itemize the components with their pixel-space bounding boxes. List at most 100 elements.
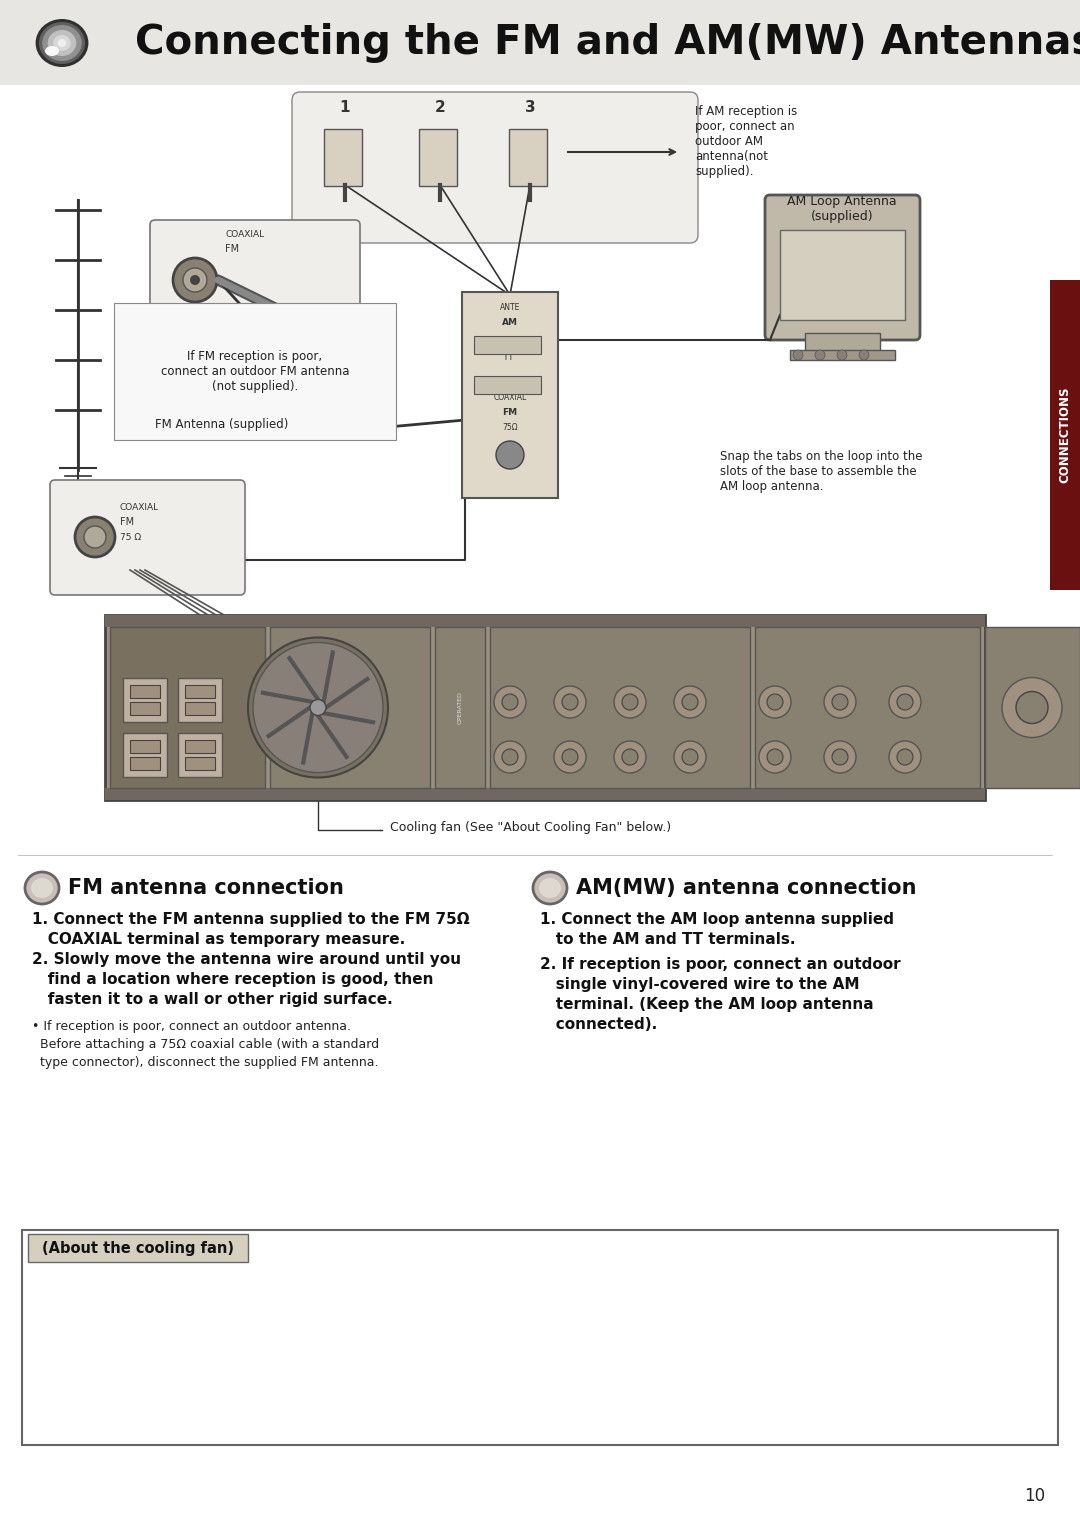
FancyBboxPatch shape bbox=[185, 686, 215, 698]
Text: type connector), disconnect the supplied FM antenna.: type connector), disconnect the supplied… bbox=[32, 1055, 378, 1069]
FancyBboxPatch shape bbox=[324, 129, 362, 186]
Text: If FM reception is poor,
connect an outdoor FM antenna
(not supplied).: If FM reception is poor, connect an outd… bbox=[161, 350, 349, 393]
Ellipse shape bbox=[48, 31, 77, 57]
Text: For safety, observe the following carefully.: For safety, observe the following carefu… bbox=[532, 1266, 833, 1278]
FancyBboxPatch shape bbox=[178, 733, 222, 778]
Text: COAXIAL: COAXIAL bbox=[120, 503, 159, 512]
FancyBboxPatch shape bbox=[185, 703, 215, 715]
Ellipse shape bbox=[53, 35, 71, 51]
Circle shape bbox=[253, 643, 383, 773]
Circle shape bbox=[681, 749, 698, 765]
Ellipse shape bbox=[36, 18, 89, 67]
Circle shape bbox=[622, 693, 638, 710]
Text: ANTE: ANTE bbox=[500, 304, 521, 311]
FancyBboxPatch shape bbox=[780, 230, 905, 321]
FancyBboxPatch shape bbox=[130, 756, 160, 770]
Circle shape bbox=[562, 749, 578, 765]
Text: normal operation. The cooling fan automatically starts rotating to: normal operation. The cooling fan automa… bbox=[35, 1312, 402, 1322]
Text: holes. (If they are blocked by a newspaper or cloth, etc., the heat: holes. (If they are blocked by a newspap… bbox=[532, 1336, 904, 1345]
Text: If AM reception is
poor, connect an
outdoor AM
antenna(not
supplied).: If AM reception is poor, connect an outd… bbox=[696, 104, 797, 178]
Ellipse shape bbox=[45, 46, 59, 57]
FancyBboxPatch shape bbox=[985, 627, 1080, 788]
FancyBboxPatch shape bbox=[50, 480, 245, 595]
Circle shape bbox=[674, 741, 706, 773]
Circle shape bbox=[502, 749, 518, 765]
Circle shape bbox=[84, 526, 106, 548]
Circle shape bbox=[615, 741, 646, 773]
Text: 75 Ω: 75 Ω bbox=[120, 532, 141, 542]
Text: CONNECTIONS: CONNECTIONS bbox=[1058, 387, 1071, 483]
Text: ventilation could overheat and cause damage.: ventilation could overheat and cause dam… bbox=[532, 1302, 799, 1312]
Ellipse shape bbox=[25, 871, 59, 904]
FancyBboxPatch shape bbox=[123, 678, 167, 723]
Circle shape bbox=[897, 749, 913, 765]
Text: Connecting the FM and AM(MW) Antennas: Connecting the FM and AM(MW) Antennas bbox=[135, 23, 1080, 63]
Circle shape bbox=[190, 275, 200, 285]
Text: (About the cooling fan): (About the cooling fan) bbox=[42, 1241, 234, 1255]
FancyBboxPatch shape bbox=[185, 756, 215, 770]
FancyBboxPatch shape bbox=[292, 92, 698, 242]
Text: • Make sure there is good ventilation around the center unit. Poor: • Make sure there is good ventilation ar… bbox=[532, 1285, 900, 1295]
Text: Snap the tabs on the loop into the
slots of the base to assemble the
AM loop ant: Snap the tabs on the loop into the slots… bbox=[720, 449, 922, 492]
Circle shape bbox=[562, 693, 578, 710]
Text: internal temperature exceeds the specified limit.: internal temperature exceeds the specifi… bbox=[35, 1345, 308, 1356]
FancyBboxPatch shape bbox=[185, 739, 215, 753]
FancyBboxPatch shape bbox=[110, 627, 265, 788]
Text: 2. Slowly move the antenna wire around until you: 2. Slowly move the antenna wire around u… bbox=[32, 953, 461, 966]
FancyBboxPatch shape bbox=[105, 788, 985, 801]
Ellipse shape bbox=[42, 25, 82, 61]
Circle shape bbox=[859, 350, 869, 360]
Circle shape bbox=[837, 350, 847, 360]
Circle shape bbox=[759, 686, 791, 718]
Circle shape bbox=[183, 268, 207, 291]
FancyBboxPatch shape bbox=[22, 1230, 1058, 1445]
Text: OPERATED: OPERATED bbox=[458, 690, 462, 724]
Text: find a location where reception is good, then: find a location where reception is good,… bbox=[32, 973, 433, 986]
Text: 3: 3 bbox=[525, 100, 536, 115]
FancyBboxPatch shape bbox=[28, 1233, 248, 1262]
Circle shape bbox=[824, 741, 856, 773]
Text: FM: FM bbox=[225, 244, 239, 255]
Circle shape bbox=[681, 693, 698, 710]
Text: connected).: connected). bbox=[540, 1017, 658, 1032]
Circle shape bbox=[897, 693, 913, 710]
FancyBboxPatch shape bbox=[123, 733, 167, 778]
FancyBboxPatch shape bbox=[490, 627, 750, 788]
Text: COAXIAL terminal as temporary measure.: COAXIAL terminal as temporary measure. bbox=[32, 933, 405, 946]
FancyBboxPatch shape bbox=[462, 291, 558, 499]
Circle shape bbox=[889, 686, 921, 718]
FancyBboxPatch shape bbox=[0, 0, 1080, 84]
Text: Before attaching a 75Ω coaxial cable (with a standard: Before attaching a 75Ω coaxial cable (wi… bbox=[32, 1039, 379, 1051]
FancyBboxPatch shape bbox=[270, 627, 430, 788]
Circle shape bbox=[494, 686, 526, 718]
FancyBboxPatch shape bbox=[0, 84, 1050, 841]
Text: fasten it to a wall or other rigid surface.: fasten it to a wall or other rigid surfa… bbox=[32, 992, 393, 1006]
Text: 1. Connect the FM antenna supplied to the FM 75Ω: 1. Connect the FM antenna supplied to th… bbox=[32, 913, 470, 927]
Circle shape bbox=[494, 741, 526, 773]
Circle shape bbox=[759, 741, 791, 773]
Text: AM: AM bbox=[502, 318, 518, 327]
Text: supply external cool air to the inside of the center unit when the: supply external cool air to the inside o… bbox=[35, 1328, 395, 1339]
Text: Cooling fan (See "About Cooling Fan" below.): Cooling fan (See "About Cooling Fan" bel… bbox=[390, 821, 671, 833]
Text: COAXIAL: COAXIAL bbox=[225, 230, 265, 239]
Text: 10: 10 bbox=[1024, 1486, 1045, 1505]
Circle shape bbox=[674, 686, 706, 718]
FancyBboxPatch shape bbox=[130, 739, 160, 753]
Text: terminal. (Keep the AM loop antenna: terminal. (Keep the AM loop antenna bbox=[540, 997, 874, 1012]
Text: FM: FM bbox=[502, 408, 517, 417]
FancyBboxPatch shape bbox=[474, 336, 541, 354]
Text: 1. Connect the AM loop antenna supplied: 1. Connect the AM loop antenna supplied bbox=[540, 913, 894, 927]
Circle shape bbox=[832, 693, 848, 710]
Circle shape bbox=[793, 350, 804, 360]
Text: 2: 2 bbox=[434, 100, 445, 115]
FancyBboxPatch shape bbox=[419, 129, 457, 186]
Circle shape bbox=[310, 700, 326, 715]
Text: 1: 1 bbox=[340, 100, 350, 115]
Circle shape bbox=[502, 693, 518, 710]
Text: single vinyl-covered wire to the AM: single vinyl-covered wire to the AM bbox=[540, 977, 860, 992]
FancyBboxPatch shape bbox=[474, 376, 541, 394]
Text: 75Ω: 75Ω bbox=[502, 423, 517, 433]
FancyBboxPatch shape bbox=[789, 350, 895, 360]
Circle shape bbox=[815, 350, 825, 360]
Text: ТТ: ТТ bbox=[502, 351, 514, 362]
